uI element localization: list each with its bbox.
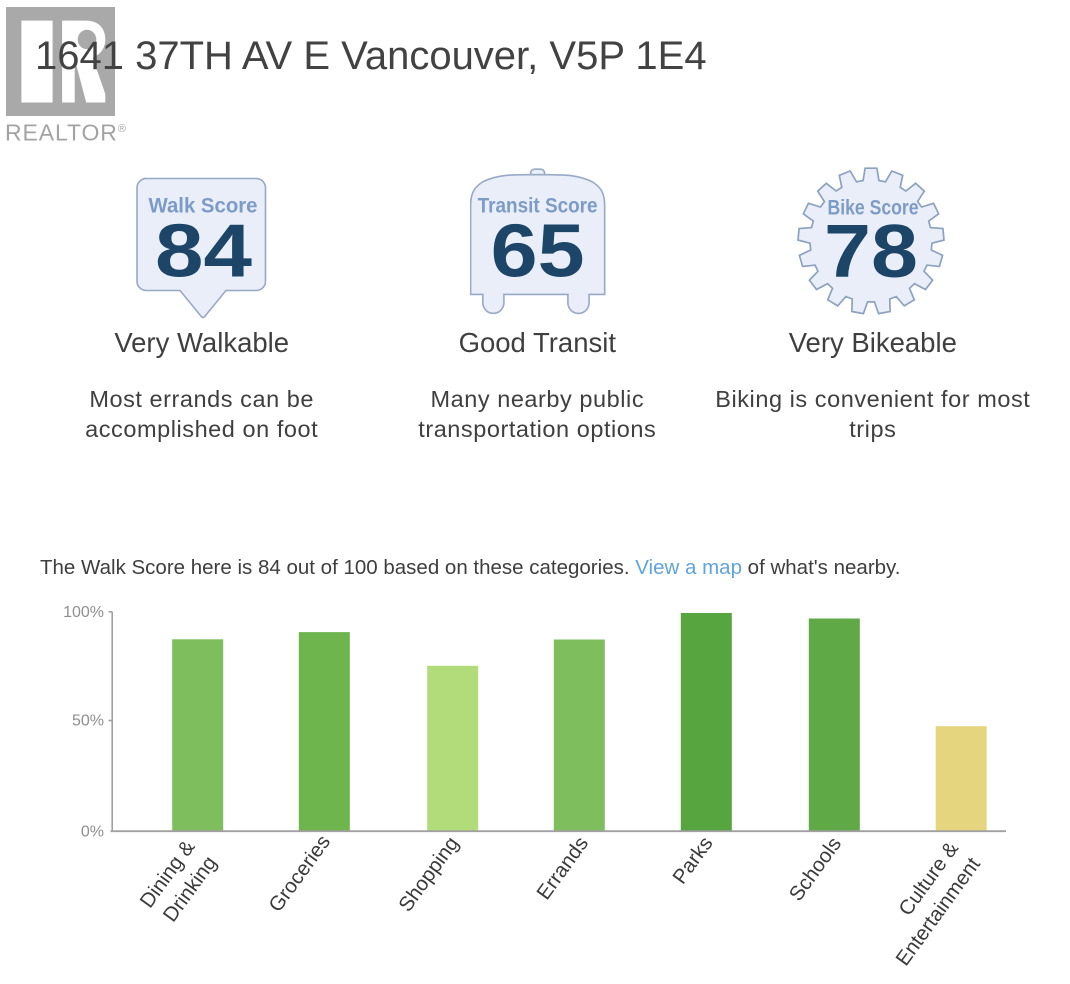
svg-text:Bike Score: Bike Score — [828, 197, 919, 220]
svg-text:Errands: Errands — [532, 832, 593, 904]
svg-text:65: 65 — [491, 209, 585, 293]
svg-text:Walk Score: Walk Score — [149, 194, 258, 217]
svg-text:84: 84 — [155, 209, 252, 293]
svg-text:100%: 100% — [63, 604, 104, 621]
svg-text:Groceries: Groceries — [264, 831, 335, 916]
svg-text:Parks: Parks — [668, 832, 717, 888]
svg-text:Shopping: Shopping — [394, 832, 464, 916]
svg-text:78: 78 — [824, 209, 918, 293]
svg-text:Transit Score: Transit Score — [478, 195, 598, 218]
svg-text:Schools: Schools — [785, 833, 846, 906]
svg-text:50%: 50% — [72, 713, 104, 730]
svg-text:0%: 0% — [81, 824, 104, 841]
